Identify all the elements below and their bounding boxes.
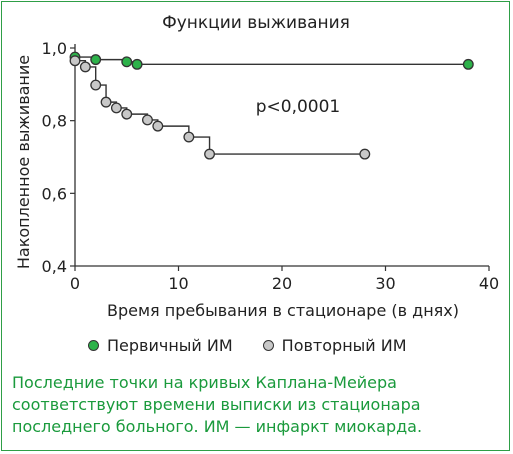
chart-title: Функции выживания: [162, 13, 350, 33]
legend-marker-primary: [88, 339, 99, 351]
y-tick-label: 0,8: [42, 112, 67, 131]
data-point-primary: [131, 58, 143, 70]
x-tick-label: 20: [272, 274, 292, 293]
axes: 0 10 20 30 40 0,4 0,6 0,8 1,0: [42, 39, 500, 293]
footnote-line-3: последнего больного. ИМ — инфаркт миокар…: [12, 417, 423, 436]
legend: Первичный ИМ Повторный ИМ: [88, 333, 437, 357]
data-point-repeat: [79, 61, 91, 73]
data-point-repeat: [204, 148, 216, 160]
data-point-repeat: [359, 148, 371, 160]
data-point-repeat: [121, 108, 133, 120]
data-point-repeat: [90, 79, 102, 91]
data-point-primary: [121, 56, 133, 68]
series-layer: [69, 51, 474, 160]
data-point-repeat: [183, 131, 195, 143]
footnote-line-2: соответствуют времени выписки из стацион…: [12, 395, 421, 414]
data-point-primary: [90, 54, 102, 66]
legend-item-primary: Первичный ИМ: [88, 336, 233, 355]
p-value-annotation: p<0,0001: [256, 97, 341, 117]
legend-item-repeat: Повторный ИМ: [262, 335, 407, 355]
y-tick-label: 1,0: [42, 39, 67, 58]
footnote: Последние точки на кривых Каплана-Мейера…: [12, 372, 502, 438]
y-tick-label: 0,6: [42, 184, 67, 203]
data-point-primary: [462, 58, 474, 70]
x-tick-label: 10: [168, 274, 188, 293]
legend-marker-repeat: [262, 339, 274, 351]
footnote-line-1: Последние точки на кривых Каплана-Мейера: [12, 373, 397, 392]
data-point-repeat: [110, 102, 122, 114]
legend-label-primary: Первичный ИМ: [107, 335, 233, 355]
data-point-repeat: [100, 96, 112, 108]
x-tick-label: 30: [375, 274, 395, 293]
y-tick-label: 0,4: [42, 257, 67, 276]
x-axis-label: Время пребывания в стационаре (в днях): [107, 301, 459, 320]
x-tick-label: 40: [479, 274, 499, 293]
y-axis-label: Накопленное выживание: [14, 55, 33, 269]
data-point-repeat: [69, 55, 81, 67]
legend-label-repeat: Повторный ИМ: [281, 335, 407, 355]
data-point-repeat: [141, 114, 153, 126]
x-tick-label: 0: [70, 274, 80, 293]
data-point-repeat: [152, 120, 164, 132]
